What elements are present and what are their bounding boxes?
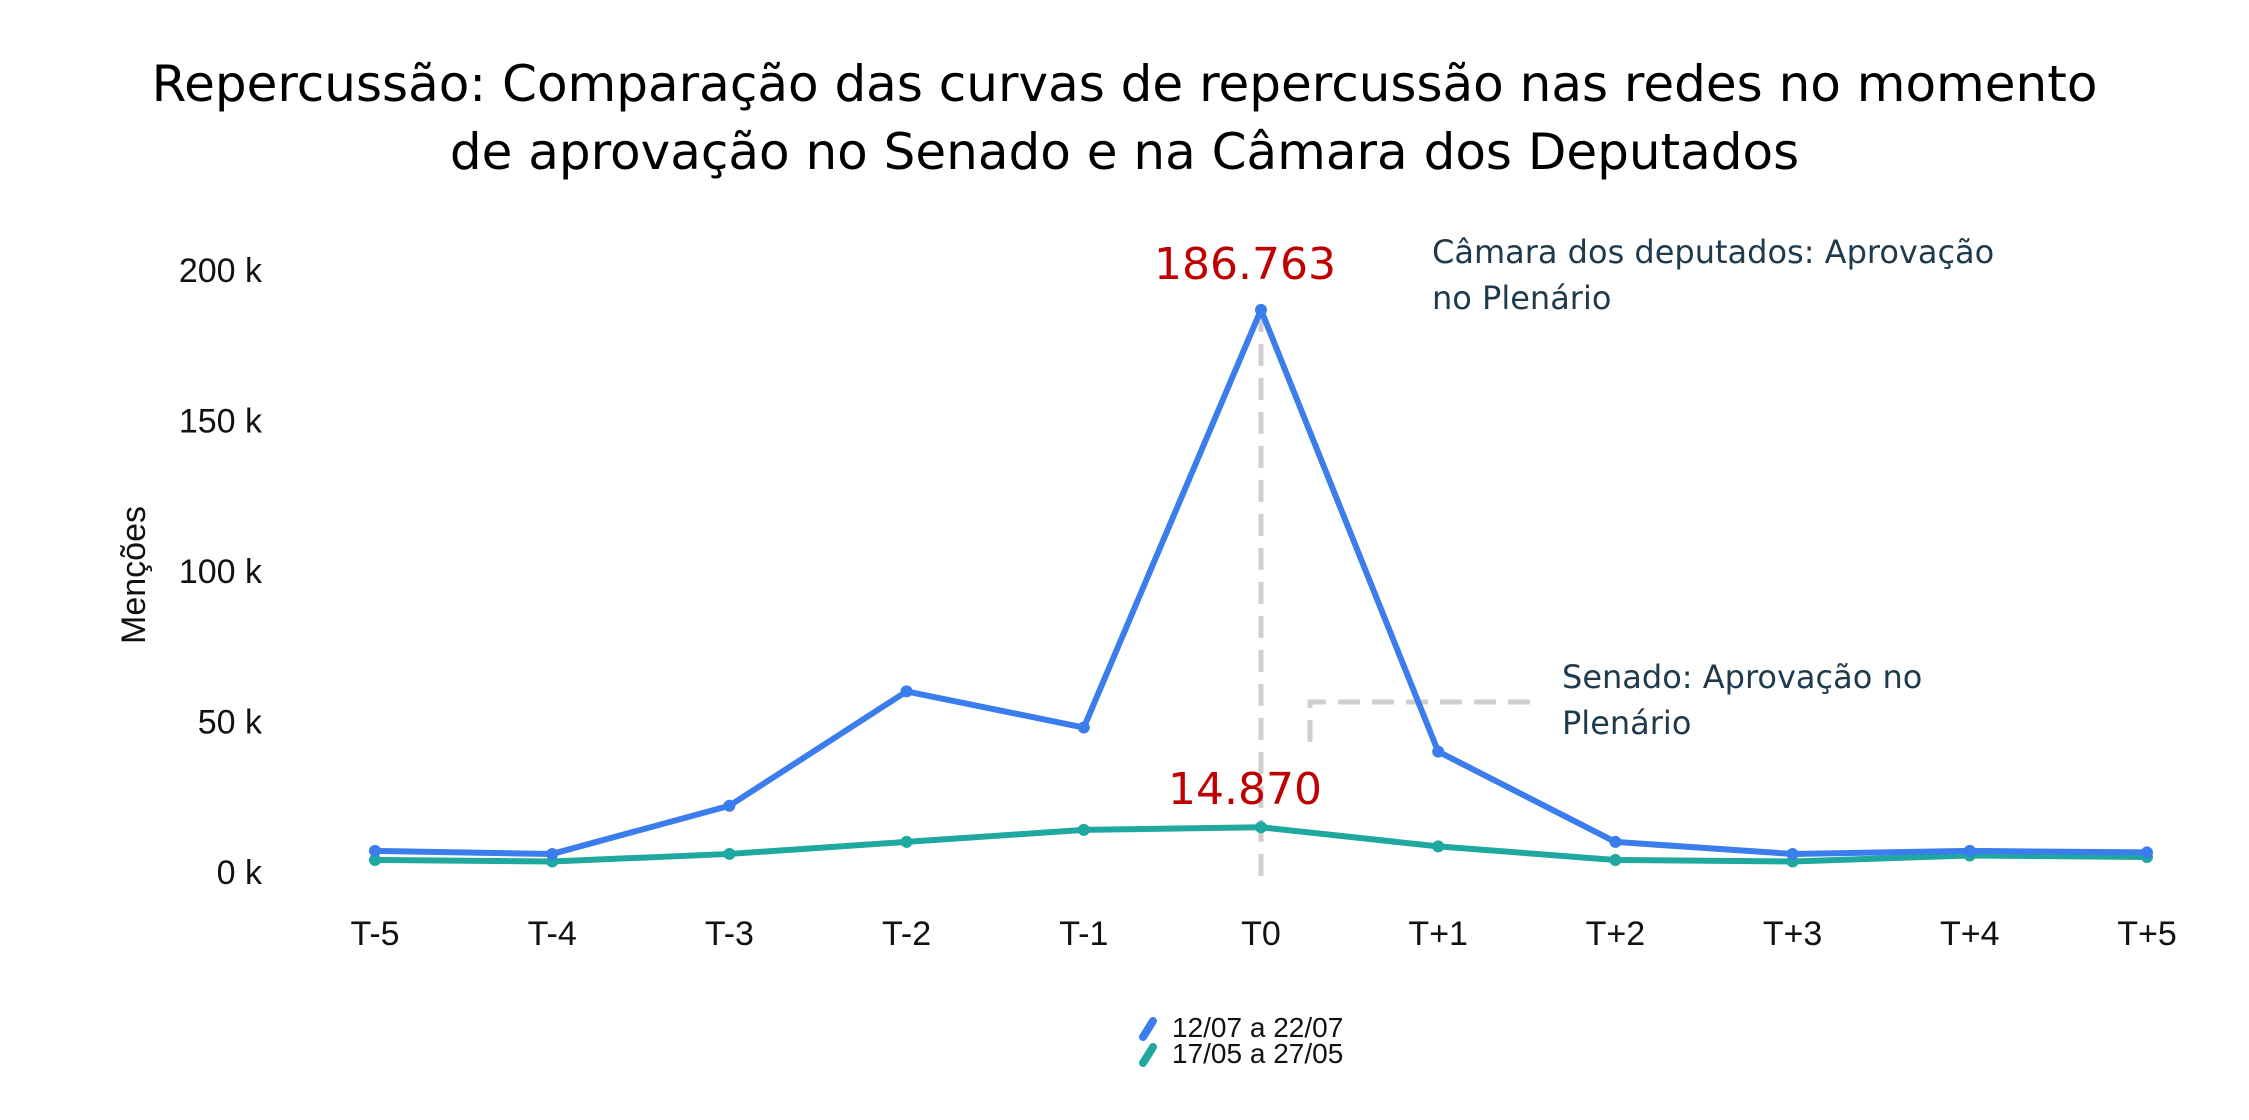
x-tick-labels: T-5 T-4 T-3 T-2 T-1 T0 T+1 T+2 T+3 T+4 T+5 [350,915,2176,953]
chart-title-line-1: Repercussão: Comparação das curvas de re… [151,55,2098,113]
x-tick-label: T0 [1241,915,1281,953]
data-point-series-0 [1786,847,1799,860]
x-tick-label: T+1 [1408,915,1468,953]
annotation-guides [1258,309,1530,885]
data-point-series-1 [1432,840,1445,853]
legend-item: 12/07 a 22/07 [1139,1012,1343,1043]
camara-annotation-line-1: Câmara dos deputados: Aprovação [1432,233,1994,271]
data-point-series-0 [546,847,559,860]
data-point-series-0 [1609,835,1622,848]
data-point-series-0 [900,685,913,698]
data-point-series-1 [1077,823,1090,836]
data-point-series-0 [1963,844,1976,857]
y-tick-labels: 0 k 50 k 100 k 150 k 200 k [179,252,263,892]
y-tick-label: 150 k [179,403,263,441]
peak-value-senado: 14.870 [1168,764,1322,815]
legend-swatch [1139,1017,1157,1041]
y-tick-label: 50 k [198,704,263,742]
legend-item: 17/05 a 27/05 [1139,1038,1343,1069]
data-point-series-0 [2141,846,2153,859]
peak-value-camara: 186.763 [1154,239,1336,290]
data-point-series-0 [1432,745,1445,758]
senado-annotation-connector [1307,699,1530,742]
data-point-series-0 [1077,721,1090,734]
data-point-series-0 [369,844,381,857]
legend-label: 17/05 a 27/05 [1172,1038,1343,1069]
series-layer [369,303,2153,868]
data-point-series-1 [369,853,381,866]
y-tick-label: 200 k [179,252,263,290]
legend-label: 12/07 a 22/07 [1172,1012,1343,1043]
x-tick-label: T+3 [1763,915,1823,953]
data-point-series-0 [1255,303,1267,316]
x-tick-label: T+5 [2117,915,2177,953]
y-tick-label: 100 k [179,553,263,591]
x-tick-label: T+4 [1940,915,2000,953]
y-axis-label: Menções [115,506,153,644]
data-point-series-1 [723,847,736,860]
x-tick-label: T-2 [882,915,931,953]
legend-swatch [1139,1043,1157,1067]
data-point-series-1 [1255,821,1267,834]
senado-annotation-line-1: Senado: Aprovação no [1562,658,1922,696]
x-tick-label: T-4 [528,915,577,953]
x-tick-label: T-1 [1059,915,1108,953]
x-tick-label: T-3 [705,915,754,953]
x-tick-label: T+2 [1586,915,1646,953]
annotations: 186.763 14.870 Câmara dos deputados: Apr… [1154,233,1994,815]
y-axis-label-group: Menções [115,506,153,644]
data-point-series-0 [723,799,736,812]
data-point-series-1 [900,835,913,848]
x-tick-label: T-5 [350,915,399,953]
chart-title: Repercussão: Comparação das curvas de re… [0,50,2249,186]
senado-annotation-line-2: Plenário [1562,704,1691,742]
data-point-series-1 [1609,853,1622,866]
camara-annotation-line-2: no Plenário [1432,279,1611,317]
chart-title-line-2: de aprovação no Senado e na Câmara dos D… [449,123,1800,181]
y-tick-label: 0 k [217,854,263,892]
